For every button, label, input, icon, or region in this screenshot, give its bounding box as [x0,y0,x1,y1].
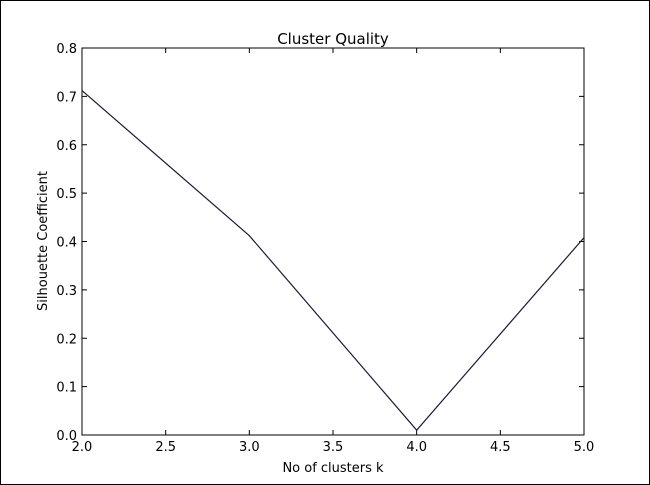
data-point [81,89,83,92]
data-point [416,429,418,431]
x-tick-label: 2.5 [155,440,176,455]
y-tick-label: 0.1 [56,381,77,396]
x-tick-label: 5.0 [574,440,595,455]
y-axis-label: Silhouette Coefficient [36,171,51,311]
plot-area [81,47,585,436]
y-tick-label: 0.2 [56,332,77,347]
x-axis: 2.0 2.5 3.0 3.5 4.0 4.5 5.0 [72,48,595,455]
y-tick-label: 0.6 [56,139,77,154]
data-point [583,237,585,239]
x-tick-label: 2.0 [72,440,93,455]
y-tick-label: 0.8 [56,42,77,57]
data-point [248,235,250,237]
x-tick-label: 4.5 [490,440,511,455]
series-line [81,90,585,432]
y-tick-label: 0.3 [56,284,77,299]
y-axis: 0.0 0.1 0.2 0.3 0.4 0.5 0.6 0.7 0.8 [56,42,584,444]
x-axis-label: No of clusters k [282,461,384,476]
y-tick-label: 0.0 [56,429,77,444]
x-tick-label: 3.5 [323,440,344,455]
x-tick-label: 3.0 [239,440,260,455]
y-tick-label: 0.5 [56,187,77,202]
x-tick-label: 4.0 [406,440,427,455]
series-layer [81,89,585,432]
y-tick-label: 0.4 [56,236,77,251]
chart-title: Cluster Quality [277,30,389,48]
y-tick-label: 0.7 [56,90,77,105]
